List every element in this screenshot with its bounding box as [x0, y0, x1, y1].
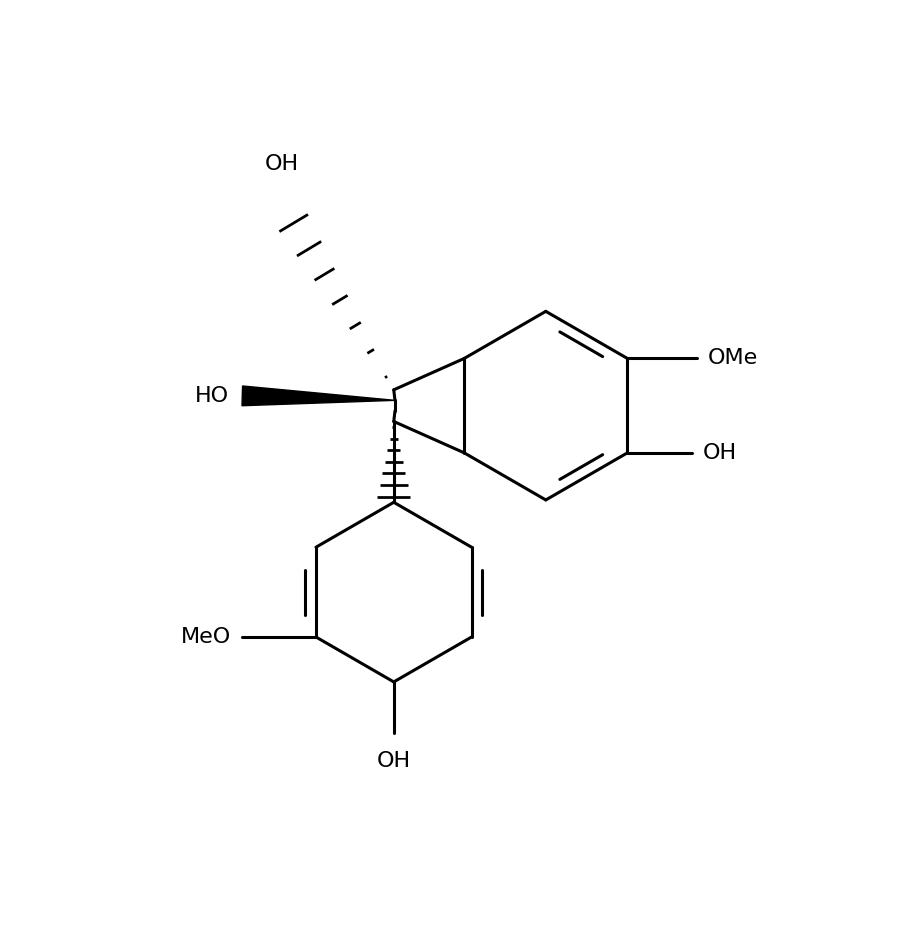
- Text: OH: OH: [376, 751, 410, 771]
- Text: OMe: OMe: [707, 348, 757, 369]
- Text: MeO: MeO: [181, 627, 231, 647]
- Text: HO: HO: [194, 386, 229, 406]
- Polygon shape: [241, 386, 394, 406]
- Text: OH: OH: [702, 443, 736, 463]
- Text: OH: OH: [264, 154, 298, 174]
